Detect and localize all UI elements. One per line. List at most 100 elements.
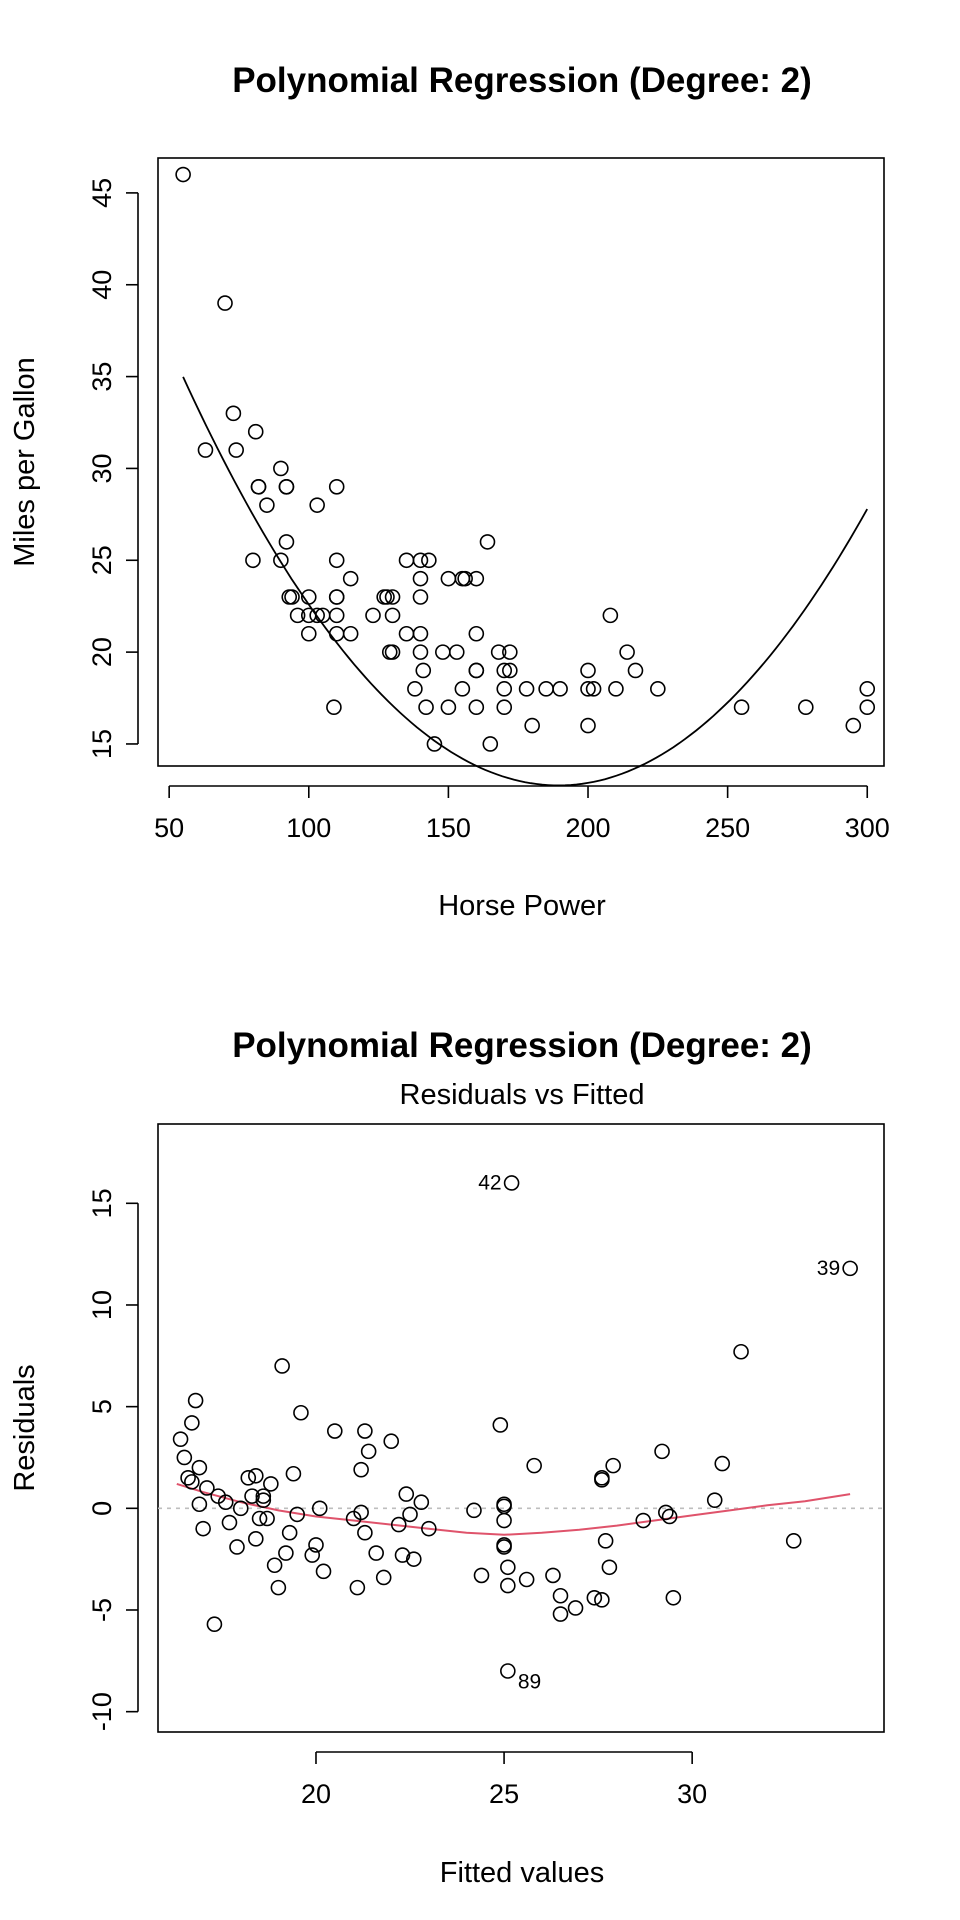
data-point (500, 1577, 516, 1594)
y-tick-label: 30 (87, 453, 117, 483)
data-point (342, 570, 359, 587)
data-point (278, 1545, 294, 1561)
data-point (448, 644, 465, 660)
data-point (326, 699, 342, 716)
data-point (654, 1443, 670, 1460)
data-point (326, 1423, 343, 1439)
y-tick-label: 15 (87, 1188, 117, 1218)
data-point (733, 699, 750, 716)
data-point (845, 717, 862, 734)
data-point (733, 1343, 749, 1360)
data-point (706, 1492, 723, 1508)
data-point (328, 589, 345, 605)
data-point (232, 1500, 249, 1517)
data-point (255, 1488, 272, 1504)
data-point (552, 1587, 569, 1604)
data-point (180, 1470, 196, 1486)
x-axis-label: Fitted values (440, 1857, 604, 1889)
data-point (526, 1457, 542, 1474)
data-point (284, 589, 300, 605)
data-point (353, 1461, 369, 1478)
data-point (259, 497, 275, 513)
data-point (440, 699, 457, 716)
data-point (251, 1510, 268, 1527)
data-point (274, 1358, 290, 1374)
data-point (468, 699, 485, 716)
data-point (661, 1508, 678, 1525)
data-point (384, 644, 401, 660)
data-point (412, 644, 429, 660)
points-layer (172, 1175, 858, 1679)
data-point (473, 1567, 490, 1584)
plot-frame (157, 1123, 885, 1733)
point-label: 89 (518, 1670, 541, 1693)
data-point (601, 1559, 618, 1576)
data-point (245, 552, 261, 569)
data-point (594, 1470, 610, 1486)
data-point (842, 1260, 858, 1277)
data-point (402, 1506, 418, 1523)
chart-panel-bottom: Polynomial Regression (Degree: 2) Residu… (9, 1026, 885, 1889)
data-point (405, 1551, 422, 1567)
data-point (597, 1533, 614, 1549)
data-point (502, 662, 518, 679)
data-point (580, 717, 596, 734)
data-point (273, 552, 289, 569)
data-point (500, 1559, 516, 1576)
y-tick-label: 40 (87, 270, 117, 300)
data-point (328, 552, 345, 569)
data-point (304, 1547, 321, 1563)
data-point (482, 736, 499, 752)
data-point (247, 423, 264, 440)
data-point (289, 607, 306, 624)
data-point (281, 1524, 298, 1541)
data-point (413, 1494, 430, 1511)
data-point (187, 1392, 204, 1409)
y-axis-label: Residuals (9, 1364, 41, 1491)
data-point (357, 1423, 373, 1439)
data-point (353, 1504, 369, 1521)
data-point (545, 1567, 561, 1584)
x-axis-label: Horse Power (438, 890, 606, 922)
data-point (468, 662, 485, 679)
data-point (217, 1494, 234, 1511)
data-point (421, 1520, 437, 1537)
data-point (580, 662, 596, 679)
data-point (365, 607, 381, 624)
data-point (418, 699, 434, 716)
data-point (608, 681, 624, 697)
data-point (619, 644, 635, 660)
y-tick-label: 45 (87, 178, 117, 208)
data-point (357, 1524, 373, 1541)
data-point (479, 534, 496, 550)
data-point (492, 1417, 509, 1433)
points-layer (175, 166, 876, 752)
data-point (195, 1520, 211, 1537)
data-point (496, 1512, 512, 1529)
data-point (594, 1592, 610, 1608)
data-point (390, 1516, 407, 1533)
fit-curve-layer (182, 376, 868, 787)
data-point (496, 1539, 512, 1555)
x-tick-label: 150 (426, 813, 471, 843)
data-point (342, 625, 359, 642)
data-point (466, 1502, 482, 1519)
data-point (415, 662, 432, 679)
data-point (586, 1589, 603, 1606)
data-point (538, 681, 554, 697)
data-point (221, 1514, 238, 1531)
data-point (311, 1500, 328, 1517)
data-point (412, 570, 429, 587)
data-point (552, 681, 568, 697)
data-point (270, 1579, 287, 1596)
data-point (454, 681, 471, 697)
data-point (250, 478, 267, 495)
data-point (602, 607, 619, 624)
data-point (191, 1496, 208, 1513)
smooth-curve-layer (176, 1482, 851, 1536)
y-tick-label: 25 (87, 545, 117, 575)
data-point (375, 1569, 392, 1586)
data-point (263, 1476, 279, 1492)
data-point (255, 1492, 272, 1508)
